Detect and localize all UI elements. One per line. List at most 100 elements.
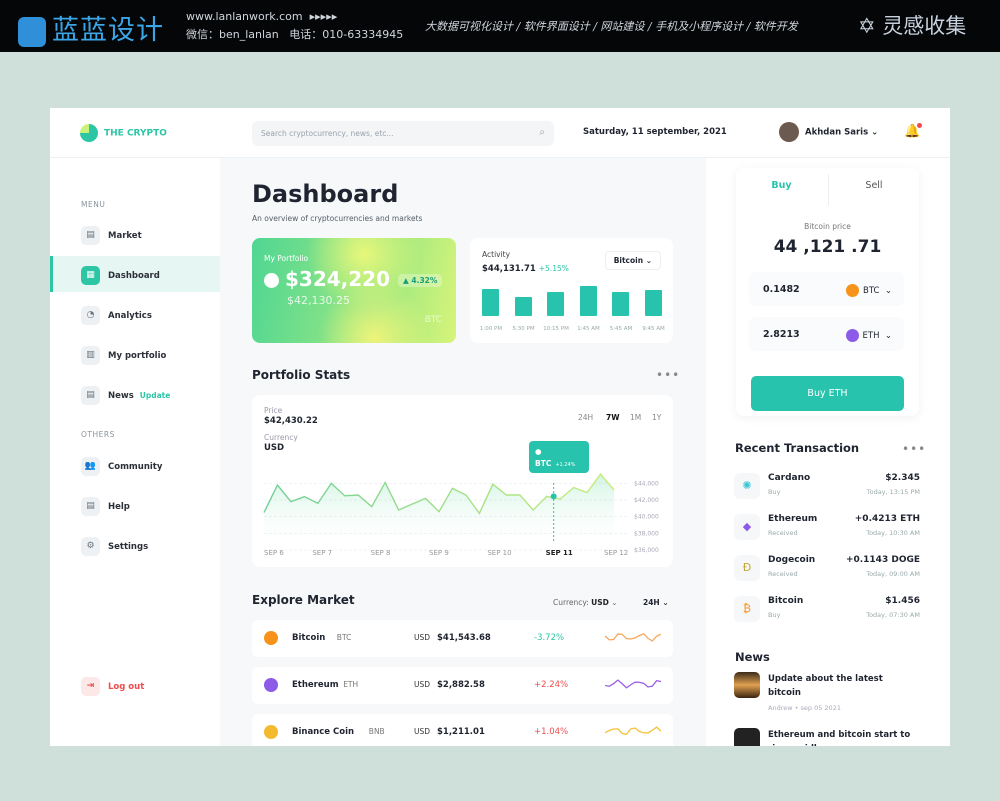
sidebar-item-settings[interactable]: ⚙ Settings (50, 527, 220, 563)
x-tick-label: SEP 9 (429, 549, 449, 557)
coin-symbol: ETH (343, 680, 359, 689)
range-1y[interactable]: 1Y (652, 413, 662, 422)
tx-amount: $1.456 (885, 596, 920, 606)
coin-icon (264, 725, 278, 739)
btc-icon: ● (535, 447, 542, 456)
price-value: $42,430.22 (264, 416, 318, 426)
btc-amount-input[interactable]: 0.1482 BTC ⌄ (749, 272, 904, 306)
y-tick-label: $40,000 (634, 514, 659, 521)
sidebar-item-dashboard[interactable]: ▦ Dashboard (50, 256, 220, 292)
tab-buy[interactable]: Buy (771, 180, 792, 191)
sidebar-item-analytics[interactable]: ◔ Analytics (50, 296, 220, 332)
x-tick-label: SEP 12 (604, 549, 628, 557)
range-1m[interactable]: 1M (630, 413, 642, 422)
transaction-item[interactable]: ₿ Bitcoin Buy $1.456 Today, 07:30 AM (734, 594, 920, 626)
chevron-down-icon: ⌄ (871, 127, 879, 138)
x-tick-label: SEP 10 (487, 549, 511, 557)
portfolio-card[interactable]: My Portfolio $324,220 ▲ 4.32% $42,130.25 … (252, 238, 456, 343)
user-menu[interactable]: Akhdan Saris ⌄ (779, 122, 878, 142)
transaction-item[interactable]: ◆ Ethereum Received +0.4213 ETH Today, 10:30… (734, 512, 920, 544)
currency-code: BTC (863, 286, 880, 296)
market-row[interactable]: Ethereum ETH USD $2,882.58 +2.24% (252, 667, 673, 704)
buy-eth-button[interactable]: Buy ETH (751, 376, 904, 411)
activity-bar[interactable] (644, 289, 662, 316)
coin-icon: ₿ (734, 596, 760, 622)
x-tick-label: SEP 6 (264, 549, 284, 557)
tx-coin: Dogecoin (768, 555, 816, 565)
more-icon[interactable]: ••• (902, 442, 927, 456)
currency-select[interactable]: Currency: USD ⌄ (553, 598, 618, 607)
news-headline: Update about the latest bitcoin (768, 674, 883, 698)
coin-change: +2.24% (534, 680, 569, 690)
eth-amount-input[interactable]: 2.8213 ETH ⌄ (749, 317, 904, 351)
range-7w[interactable]: 7W (606, 413, 620, 422)
chevron-down-icon: ⌄ (645, 256, 652, 265)
activity-bar[interactable] (547, 292, 564, 316)
tx-type: Buy (768, 488, 781, 496)
tx-date: Today, 13:15 PM (866, 488, 920, 496)
portfolio-sub: $42,130.25 (287, 294, 350, 307)
activity-bar[interactable] (612, 292, 629, 316)
market-title: Explore Market (252, 593, 355, 607)
current-date: Saturday, 11 september, 2021 (583, 127, 727, 137)
banner-url[interactable]: www.lanlanwork.com (186, 10, 303, 23)
brand-logo: 蓝蓝设计 (18, 8, 164, 47)
app-logo[interactable]: THE CRYPTO (80, 124, 167, 142)
price-chart[interactable]: $44,000 $42,000 $40,000 $38,000 $36,000 SEP 6… (252, 395, 673, 567)
banner: 蓝蓝设计 www.lanlanwork.com ▸▸▸▸▸ 微信：ben_lanl… (0, 0, 1000, 52)
news-headline: Ethereum and bitcoin start to rise rapid… (768, 730, 911, 746)
menu-label: MENU (81, 200, 106, 209)
sidebar-item-market[interactable]: ▤ Market (50, 216, 220, 252)
market-row[interactable]: Binance Coin BNB USD $1,211.01 +1.04% (252, 714, 673, 746)
currency-dropdown[interactable]: ETH ⌄ (845, 329, 892, 342)
activity-bar[interactable] (482, 288, 499, 316)
btc-price: 44 ,121 .71 (773, 237, 882, 257)
y-tick-label: $42,000 (634, 497, 659, 504)
bell-icon[interactable]: 🔔 (904, 123, 923, 139)
amount-value: 0.1482 (763, 284, 800, 295)
activity-value: $44,131.71 (482, 264, 536, 274)
market-row[interactable]: Bitcoin BTC USD $41,543.68 -3.72% (252, 620, 673, 657)
activity-bar-label: 5:45 AM (609, 326, 633, 332)
logout-button[interactable]: ⇥ Log out (50, 667, 220, 703)
currency-select-value: USD (591, 598, 609, 607)
tx-type: Received (768, 570, 798, 578)
portfolio-change: ▲ 4.32% (398, 274, 443, 287)
sidebar-item-help[interactable]: ▤ Help (50, 487, 220, 523)
arrows-icon: ▸▸▸▸▸ (309, 10, 338, 23)
currency-dropdown[interactable]: BTC ⌄ (846, 284, 892, 297)
sparkline (605, 679, 662, 689)
range-24h[interactable]: 24H (578, 413, 594, 422)
coin-icon: ◆ (734, 514, 760, 540)
currency-code: ETH (862, 331, 880, 341)
search-placeholder: Search cryptocurrency, news, etc... (261, 129, 394, 138)
more-icon[interactable]: ••• (656, 368, 681, 382)
transaction-item[interactable]: ✺ Cardano Buy $2.345 Today, 13:15 PM (734, 471, 920, 503)
market-icon: ▤ (81, 226, 100, 245)
coin-change: -3.72% (534, 633, 565, 643)
price-currency: USD (414, 633, 431, 642)
tx-type: Received (768, 529, 798, 537)
avatar (779, 122, 799, 142)
sidebar-item-portfolio[interactable]: ▥ My portfolio (50, 336, 220, 372)
nav-label: Dashboard (108, 271, 160, 281)
search-input[interactable]: Search cryptocurrency, news, etc... ⌕ (252, 121, 554, 146)
tx-date: Today, 10:30 AM (866, 529, 920, 537)
activity-change: +5.15% (538, 264, 569, 273)
period-select[interactable]: 24H ⌄ (643, 598, 669, 607)
sidebar-item-news[interactable]: ▤ News Update (50, 376, 220, 412)
coin-select[interactable]: Bitcoin ⌄ (604, 251, 661, 270)
tab-sell[interactable]: Sell (828, 174, 919, 206)
price-label: Price (264, 406, 283, 415)
banner-services: 大数据可视化设计 / 软件界面设计 / 网站建设 / 手机及小程序设计 / 软件… (425, 20, 798, 33)
activity-bar[interactable] (579, 285, 597, 316)
transaction-item[interactable]: Ð Dogecoin Received +0.1143 DOGE Today, 09:0… (734, 553, 920, 585)
tx-date: Today, 07:30 AM (866, 611, 920, 619)
tooltip-value: $42,430.22 (535, 472, 583, 481)
tx-coin: Cardano (768, 473, 811, 483)
sidebar-item-community[interactable]: 👥 Community (50, 447, 220, 483)
tx-date: Today, 09:00 AM (866, 570, 920, 578)
search-icon[interactable]: ⌕ (539, 127, 545, 138)
activity-bar[interactable] (514, 296, 532, 316)
collect-logo: ✡ 灵感收集 (858, 14, 967, 38)
